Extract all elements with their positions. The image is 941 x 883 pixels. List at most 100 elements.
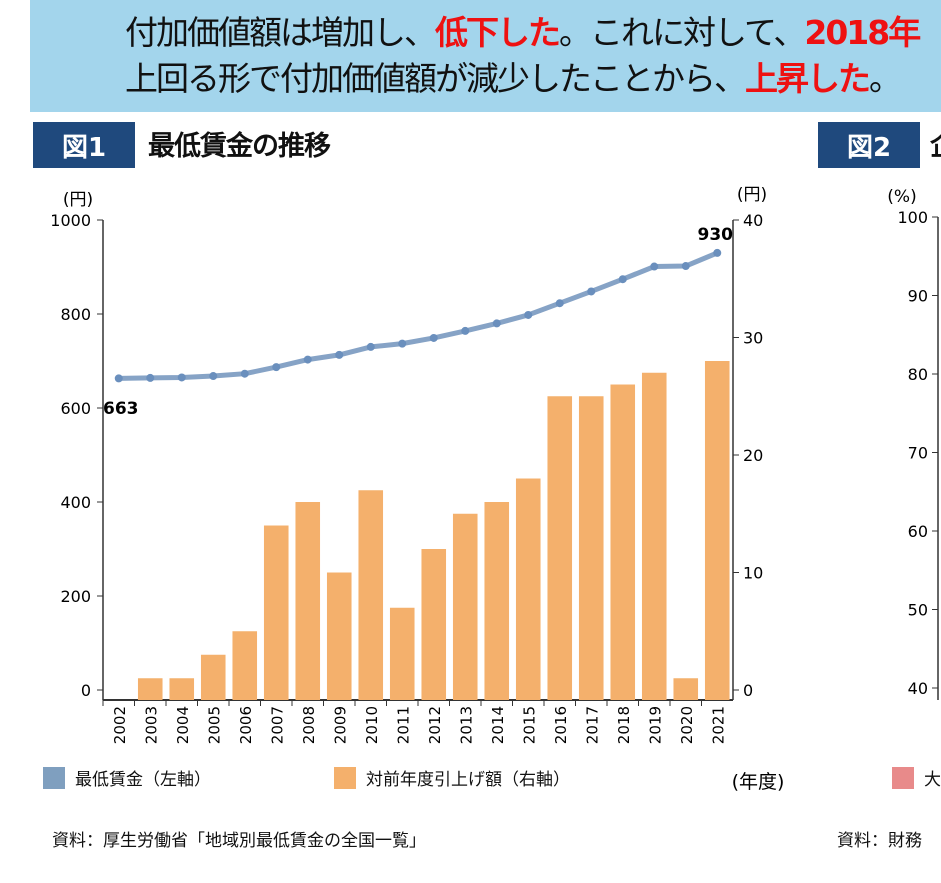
bar-2014 (484, 502, 510, 700)
right-tick-label: 0 (743, 681, 753, 700)
point-2007 (272, 363, 281, 372)
x-tick-label: 2017 (583, 706, 601, 744)
bar-2011 (389, 607, 415, 700)
point-2019 (650, 262, 659, 271)
banner-highlight: 低下した (435, 13, 561, 52)
left-tick-label: 1000 (50, 211, 91, 230)
fig2-tick-label: 40 (908, 679, 928, 698)
legend-swatch (334, 766, 356, 789)
point-2008 (303, 355, 312, 364)
figure2-title: 企 (930, 124, 941, 163)
point-2002 (114, 374, 123, 383)
banner-text: 。これに対して、 (559, 13, 806, 52)
right-tick-label: 10 (743, 564, 763, 583)
point-2004 (177, 373, 186, 382)
left-tick-label: 600 (60, 399, 91, 418)
fig2-tick-label: 60 (908, 522, 928, 541)
banner-line-1: 付加価値額は増加し、低下した。これに対して、2018年 (125, 6, 921, 54)
fig2-legend-item: 大 (892, 765, 941, 790)
bar-2009 (326, 572, 352, 700)
fig2-tick-label: 50 (908, 601, 928, 620)
legend-swatch (43, 766, 65, 789)
fig2-tick-label: 70 (908, 444, 928, 463)
x-tick-label: 2011 (394, 706, 412, 744)
minimum-wage-line (118, 250, 719, 381)
left-axis-unit: (円) (63, 190, 93, 210)
bar-2015 (515, 478, 541, 700)
x-axis-unit: (年度) (732, 771, 785, 793)
x-tick-label: 2012 (426, 706, 444, 744)
legend-item-minimum-wage: 最低賃金（左軸） (43, 765, 211, 790)
x-tick-label: 2015 (520, 706, 538, 744)
banner-text: 。 (869, 59, 902, 98)
left-tick-label: 400 (60, 493, 91, 512)
bar-2013 (452, 513, 478, 700)
banner-text: 付加価値額は増加し、 (125, 13, 437, 52)
x-tick-label: 2014 (489, 706, 507, 744)
x-tick-label: 2010 (363, 706, 381, 744)
figure1-tag: 図1 (33, 122, 135, 168)
point-2014 (492, 319, 501, 328)
label-last-value: 930 (698, 225, 734, 245)
fig2-tick-label: 100 (897, 208, 928, 227)
bar-2018 (610, 384, 636, 700)
figure1-source: 資料：厚生労働省「地域別最低賃金の全国一覧」 (52, 831, 426, 851)
legend-item-increase: 対前年度引上げ額（右軸） (334, 765, 570, 790)
legend-label: 大 (924, 770, 941, 790)
summary-banner: 付加価値額は増加し、低下した。これに対して、2018年 上回る形で付加価値額が減… (30, 0, 941, 112)
bar-2019 (641, 372, 667, 700)
bar-2017 (578, 396, 604, 700)
bar-2012 (421, 549, 447, 700)
banner-text: 上回る形で付加価値額が減少したことから、 (125, 59, 747, 98)
x-tick-label: 2013 (457, 706, 475, 744)
point-2018 (618, 275, 627, 284)
banner-line-2: 上回る形で付加価値額が減少したことから、上昇した。 (125, 52, 902, 100)
point-2003 (146, 373, 155, 382)
x-tick-label: 2018 (615, 706, 633, 744)
figure2-tag: 図2 (818, 122, 920, 168)
bar-2021 (704, 361, 730, 700)
x-tick-label: 2019 (646, 706, 664, 744)
x-tick-label: 2006 (237, 706, 255, 744)
banner-highlight: 2018年 (804, 13, 921, 52)
bar-2004 (169, 678, 195, 700)
bar-2008 (295, 502, 321, 700)
figure2-source: 資料：財務 (837, 831, 922, 851)
point-2006 (240, 369, 249, 378)
right-tick-label: 30 (743, 329, 763, 348)
figure1-title: 最低賃金の推移 (148, 131, 331, 162)
fig2-tick-label: 80 (908, 365, 928, 384)
label-first-value: 663 (103, 399, 139, 419)
x-tick-label: 2008 (300, 706, 318, 744)
point-2013 (461, 326, 470, 335)
x-tick-label: 2002 (111, 706, 129, 744)
fig2-y-unit: (%) (887, 187, 916, 207)
right-axis-unit: (円) (737, 185, 767, 205)
left-tick-label: 200 (60, 587, 91, 606)
point-2011 (398, 339, 407, 348)
point-2021 (713, 248, 722, 257)
point-2016 (555, 299, 564, 308)
left-tick-label: 0 (81, 681, 91, 700)
x-tick-label: 2003 (142, 706, 160, 744)
point-2020 (681, 262, 690, 271)
x-tick-label: 2021 (709, 706, 727, 744)
x-tick-label: 2004 (174, 706, 192, 744)
bar-2016 (547, 396, 573, 700)
legend-label: 最低賃金（左軸） (75, 770, 211, 790)
right-tick-label: 20 (743, 446, 763, 465)
x-tick-label: 2007 (268, 706, 286, 744)
fig2-tick-label: 90 (908, 287, 928, 306)
right-tick-label: 40 (743, 211, 763, 230)
point-2015 (524, 310, 533, 319)
x-tick-label: 2020 (678, 706, 696, 744)
banner-highlight: 上昇した (745, 59, 871, 98)
legend-swatch (892, 766, 914, 789)
point-2012 (429, 333, 438, 342)
point-2010 (366, 342, 375, 351)
legend-label: 対前年度引上げ額（右軸） (366, 770, 570, 790)
x-tick-label: 2005 (205, 706, 223, 744)
x-tick-label: 2009 (331, 706, 349, 744)
point-2009 (335, 350, 344, 359)
